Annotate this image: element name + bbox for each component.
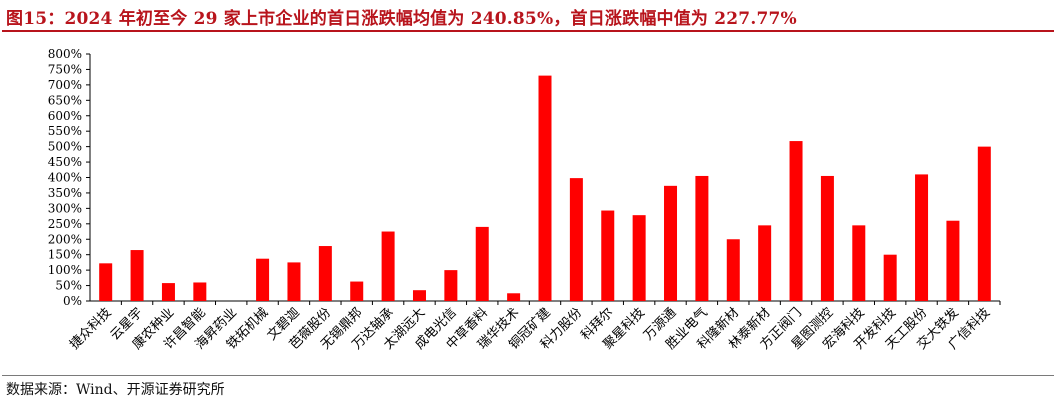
y-tick-label: 100% bbox=[48, 263, 82, 277]
y-axis: 0%50% 100%150% 200%250% 300%350%400% 450%500… bbox=[48, 47, 1001, 308]
bar-29 bbox=[977, 146, 991, 301]
bar-13 bbox=[475, 226, 489, 301]
source-note: 数据来源：Wind、开源证券研究所 bbox=[6, 382, 225, 398]
bar-20 bbox=[695, 175, 709, 301]
bar-28 bbox=[946, 220, 960, 301]
y-tick-label: 550% bbox=[48, 124, 82, 138]
bar-27 bbox=[915, 174, 929, 301]
bar-2 bbox=[130, 250, 144, 301]
bar-24 bbox=[820, 175, 834, 301]
bar-19 bbox=[664, 185, 678, 301]
y-tick-label: 0% bbox=[63, 294, 82, 308]
y-tick-label: 400% bbox=[48, 171, 82, 185]
y-tick-label: 200% bbox=[48, 232, 82, 246]
y-tick-label: 600% bbox=[48, 109, 82, 123]
y-tick-label: 50% bbox=[55, 279, 82, 293]
bar-26 bbox=[883, 254, 897, 301]
bar-14 bbox=[507, 293, 521, 301]
bar-8 bbox=[318, 246, 332, 301]
y-tick-label: 300% bbox=[48, 201, 82, 215]
bar-21 bbox=[726, 239, 740, 301]
chart-title: 图15：2024 年初至今 29 家上市企业的首日涨跌幅均值为 240.85%，… bbox=[6, 9, 797, 29]
bar-6 bbox=[256, 258, 270, 301]
y-tick-label: 750% bbox=[48, 62, 82, 76]
footer-rule bbox=[2, 375, 1054, 376]
bar-25 bbox=[852, 225, 866, 301]
bar-4 bbox=[193, 282, 207, 301]
bar-15 bbox=[538, 75, 552, 301]
y-tick-label: 450% bbox=[48, 155, 82, 169]
y-tick-label: 150% bbox=[48, 248, 82, 262]
bar-18 bbox=[632, 215, 646, 301]
bar-16 bbox=[569, 178, 583, 301]
bar-23 bbox=[789, 141, 803, 301]
bar-11 bbox=[412, 290, 426, 301]
x-tick-label: 捷众科技 bbox=[67, 305, 114, 352]
bar-12 bbox=[444, 270, 458, 301]
bars bbox=[99, 75, 991, 301]
y-tick-label: 700% bbox=[48, 78, 82, 92]
y-tick-label: 350% bbox=[48, 186, 82, 200]
bar-22 bbox=[758, 225, 772, 301]
bar-7 bbox=[287, 262, 301, 301]
title-rule bbox=[2, 30, 1054, 32]
y-tick-label: 250% bbox=[48, 217, 82, 231]
bar-9 bbox=[350, 281, 364, 301]
bar-1 bbox=[99, 263, 113, 301]
y-tick-label: 500% bbox=[48, 140, 82, 154]
bar-3 bbox=[161, 283, 175, 301]
bar-17 bbox=[601, 210, 615, 301]
bar-chart: 0%50% 100%150% 200%250% 300%350%400% 450%500… bbox=[48, 47, 1001, 353]
x-axis-labels: 捷众科技云星宇康农种业许昌智能海昇药业铁拓机械文碧迦芭薇股份无锡鼎邦万达轴承太湖… bbox=[67, 305, 993, 353]
y-tick-label: 800% bbox=[48, 47, 82, 61]
bar-10 bbox=[381, 231, 395, 301]
y-tick-label: 650% bbox=[48, 93, 82, 107]
